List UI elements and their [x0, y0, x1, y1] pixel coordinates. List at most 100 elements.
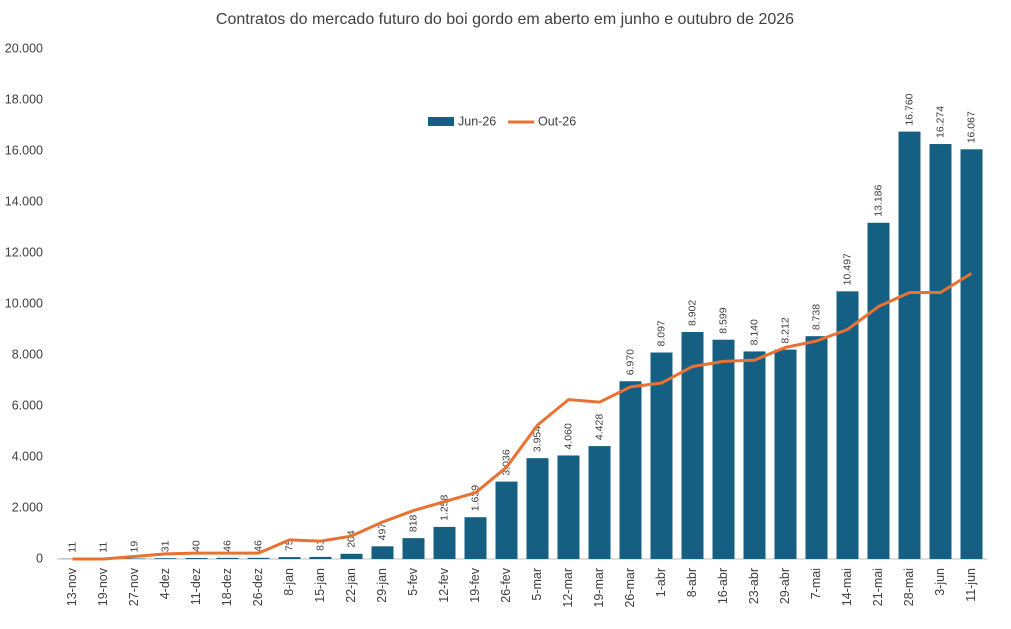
bar — [371, 546, 394, 559]
value-label: 4.060 — [562, 423, 574, 449]
bar — [929, 144, 952, 559]
x-tick-label: 4-dez — [158, 568, 172, 599]
x-tick-label: 5-mar — [530, 568, 544, 601]
y-tick-label: 8.000 — [12, 347, 43, 361]
value-label: 31 — [159, 540, 171, 552]
x-tick-label: 26-dez — [251, 568, 265, 606]
x-tick-label: 1-abr — [654, 568, 668, 597]
bar — [309, 556, 332, 559]
x-tick-label: 19-mar — [592, 568, 606, 608]
value-label: 46 — [221, 540, 233, 552]
x-tick-label: 29-abr — [778, 568, 792, 604]
x-tick-label: 23-abr — [747, 568, 761, 604]
value-label: 4.428 — [593, 414, 605, 440]
value-label: 8.902 — [686, 300, 698, 326]
value-label: 11 — [66, 542, 78, 553]
value-label: 16.067 — [965, 111, 977, 143]
x-tick-label: 26-fev — [499, 567, 513, 602]
x-tick-label: 19-nov — [96, 567, 110, 606]
y-tick-label: 16.000 — [5, 143, 43, 157]
x-tick-label: 3-jun — [933, 568, 947, 596]
bar — [340, 553, 363, 559]
bar — [712, 339, 735, 559]
legend-label: Out-26 — [538, 114, 576, 128]
value-label: 75 — [283, 539, 295, 551]
x-tick-label: 13-nov — [65, 567, 79, 606]
legend-swatch — [428, 117, 454, 126]
bar — [743, 351, 766, 559]
value-label: 16.274 — [934, 106, 946, 138]
legend-label: Jun-26 — [458, 114, 496, 128]
y-tick-label: 20.000 — [5, 41, 43, 55]
x-tick-label: 18-dez — [220, 568, 234, 606]
y-tick-label: 12.000 — [5, 245, 43, 259]
chart-title: Contratos do mercado futuro do boi gordo… — [216, 11, 794, 28]
line — [72, 272, 973, 561]
bar — [960, 149, 983, 559]
value-label: 8.738 — [810, 304, 822, 330]
bar — [557, 455, 580, 559]
value-label: 13.186 — [872, 184, 884, 216]
value-label: 818 — [407, 514, 419, 532]
value-label: 46 — [252, 540, 264, 552]
bar — [216, 557, 239, 559]
x-tick-label: 27-nov — [127, 567, 141, 606]
x-tick-label: 14-mai — [840, 568, 854, 606]
y-tick-label: 18.000 — [5, 92, 43, 106]
value-label: 40 — [190, 540, 202, 552]
value-label: 497 — [376, 523, 388, 541]
x-tick-label: 29-jan — [375, 568, 389, 603]
bar — [836, 291, 859, 559]
bar — [278, 557, 301, 559]
y-tick-label: 6.000 — [12, 398, 43, 412]
x-tick-label: 12-fev — [437, 567, 451, 602]
bar — [805, 336, 828, 559]
value-label: 3.954 — [531, 426, 543, 452]
bar — [898, 131, 921, 559]
value-label: 8.097 — [655, 320, 667, 346]
bar — [154, 558, 177, 559]
value-label: 8.140 — [748, 319, 760, 345]
x-tick-label: 22-jan — [344, 568, 358, 603]
y-tick-label: 14.000 — [5, 194, 43, 208]
bar — [495, 481, 518, 559]
x-tick-label: 12-mar — [561, 568, 575, 608]
x-tick-label: 15-jan — [313, 568, 327, 603]
value-label: 19 — [128, 541, 140, 553]
x-tick-label: 16-abr — [716, 568, 730, 604]
bar — [650, 352, 673, 559]
y-tick-label: 0 — [36, 551, 43, 565]
x-tick-label: 19-fev — [468, 567, 482, 602]
x-tick-label: 8-abr — [685, 568, 699, 597]
x-tick-label: 11-jun — [964, 568, 978, 602]
value-label: 11 — [97, 542, 109, 553]
bar — [867, 222, 890, 559]
y-tick-label: 10.000 — [5, 296, 43, 310]
bar — [526, 458, 549, 559]
bar — [185, 557, 208, 559]
bar — [247, 557, 270, 559]
value-label: 16.760 — [903, 93, 915, 125]
bar — [402, 538, 425, 559]
bar — [588, 446, 611, 559]
y-tick-label: 2.000 — [12, 500, 43, 514]
value-label: 8.212 — [779, 317, 791, 343]
x-tick-label: 8-jan — [282, 568, 296, 596]
x-tick-label: 11-dez — [189, 568, 203, 605]
y-tick-label: 4.000 — [12, 449, 43, 463]
bar — [774, 349, 797, 559]
bar — [619, 381, 642, 559]
value-label: 6.970 — [624, 349, 636, 375]
value-label: 10.497 — [841, 253, 853, 285]
value-label: 1.258 — [438, 494, 450, 520]
x-tick-label: 7-mai — [809, 568, 823, 599]
x-tick-label: 26-mar — [623, 568, 637, 608]
x-tick-label: 5-fev — [406, 567, 420, 596]
value-label: 8.599 — [717, 307, 729, 333]
bar — [681, 331, 704, 559]
bar — [433, 526, 456, 559]
value-label: 81 — [314, 539, 326, 551]
x-tick-label: 21-mai — [871, 568, 885, 606]
bar — [464, 517, 487, 559]
